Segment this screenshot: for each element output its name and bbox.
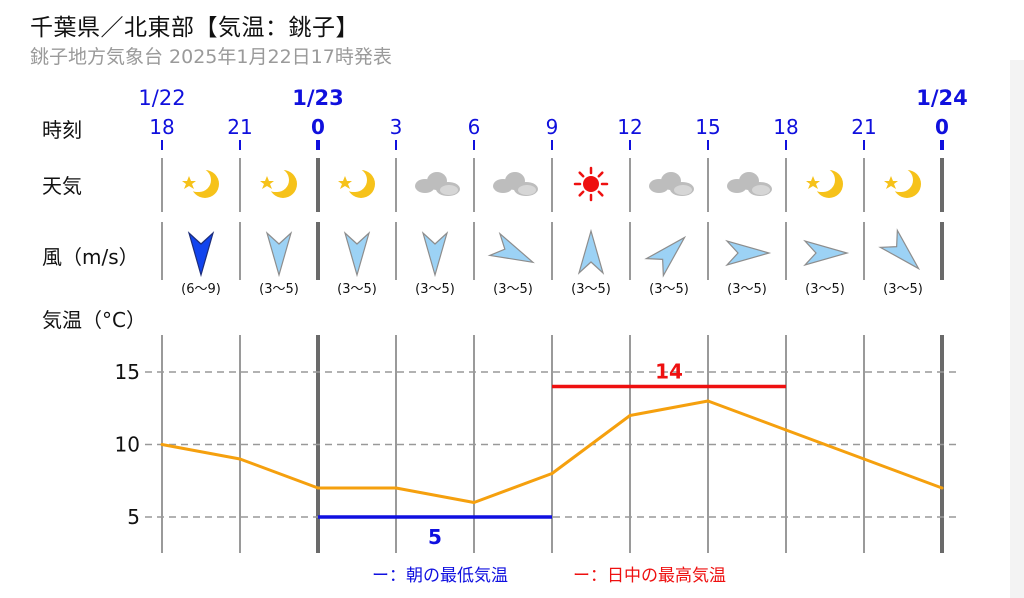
wind-speed-label: (6〜9) [181,282,221,297]
wind-arrow-shape [265,231,293,278]
sun-ray [597,190,604,197]
wind-arrow-shape [421,231,449,278]
hour-tick-label: 18 [773,115,798,139]
temperature-point [394,486,398,490]
moon-icon [182,168,219,198]
hour-tick-label: 0 [311,115,325,139]
wind-arrow-shape [187,231,215,278]
sun-icon [573,166,609,202]
star-icon [884,176,898,189]
hour-tick-label: 21 [851,115,876,139]
hour-tick-label: 21 [227,115,252,139]
cloud-icon [727,172,772,196]
wind-arrow-shape [343,231,371,278]
legend-max: ー：日中の最高気温 [573,566,726,586]
moon-icon [884,168,921,198]
cloud-icon [415,172,460,196]
cloud-icon [493,172,538,196]
temperature-point [472,501,476,504]
date-label: 1/24 [916,86,968,110]
sun-ray [578,190,585,197]
hour-tick-label: 3 [390,115,403,139]
cloud-puff [674,185,692,195]
star-icon [260,176,274,189]
cloud-puff [440,185,458,195]
row-label-time: 時刻 [42,118,82,142]
sun-ray [597,171,604,178]
wind-arrow-shape [878,228,921,271]
wind-speed-label: (3〜5) [337,282,377,297]
scrollbar-track[interactable] [1010,60,1024,598]
max-temp-label: 14 [655,360,683,384]
temperature-point [160,443,164,446]
sun-ray [578,171,585,178]
hour-tick-label: 6 [468,115,481,139]
wind-speed-label: (3〜5) [493,282,533,297]
row-label-weather: 天気 [42,174,82,198]
wind-speed-label: (3〜5) [571,282,611,297]
sun-disc [583,176,599,192]
hour-tick-label: 0 [935,115,949,139]
temperature-point [238,457,242,461]
page-title: 千葉県／北東部【気温：銚子】 [30,15,359,41]
wind-arrow-icon [644,235,687,278]
wind-arrow-shape [644,235,687,278]
temperature-point [940,486,944,490]
wind-arrow-icon [187,231,215,278]
wind-speed-label: (3〜5) [415,282,455,297]
cloud-icon [649,172,694,196]
hour-tick-label: 15 [695,115,720,139]
wind-arrow-icon [487,231,535,264]
y-tick-label: 5 [127,505,140,529]
wind-arrow-icon [577,228,605,275]
wind-speed-label: (3〜5) [259,282,299,297]
wind-arrow-icon [725,239,772,267]
min-temp-label: 5 [428,525,442,549]
moon-icon [806,168,843,198]
wind-arrow-icon [343,231,371,278]
row-label-wind: 風（m/s） [42,245,139,269]
temperature-point [706,399,710,403]
temperature-point [550,472,554,475]
star-icon [806,176,820,189]
wind-arrow-icon [878,228,921,271]
wind-speed-label: (3〜5) [805,282,845,297]
moon-icon [260,168,297,198]
cloud-puff [752,185,770,195]
temperature-point [628,414,632,417]
hour-tick-label: 18 [149,115,174,139]
page-subtitle: 銚子地方気象台 2025年1月22日17時発表 [30,46,392,68]
temperature-point [784,428,788,432]
wind-speed-label: (3〜5) [649,282,689,297]
wind-arrow-shape [725,239,772,267]
star-icon [182,176,196,189]
temperature-point [862,457,866,461]
legend-min: ー：朝の最低気温 [372,566,508,586]
wind-arrow-shape [487,231,535,264]
wind-arrow-icon [421,231,449,278]
moon-icon [338,168,375,198]
wind-speed-label: (3〜5) [727,282,767,297]
y-tick-label: 10 [115,433,140,457]
wind-speed-label: (3〜5) [883,282,923,297]
wind-arrow-shape [803,239,850,267]
hour-tick-label: 9 [546,115,559,139]
row-label-temp: 気温（°C） [42,308,146,332]
wind-arrow-icon [265,231,293,278]
temperature-point [316,486,320,490]
cloud-puff [518,185,536,195]
y-tick-label: 15 [115,360,140,384]
wind-arrow-shape [577,228,605,275]
date-label: 1/23 [292,86,344,110]
date-label: 1/22 [138,86,185,110]
hour-tick-label: 12 [617,115,642,139]
wind-arrow-icon [803,239,850,267]
star-icon [338,176,352,189]
